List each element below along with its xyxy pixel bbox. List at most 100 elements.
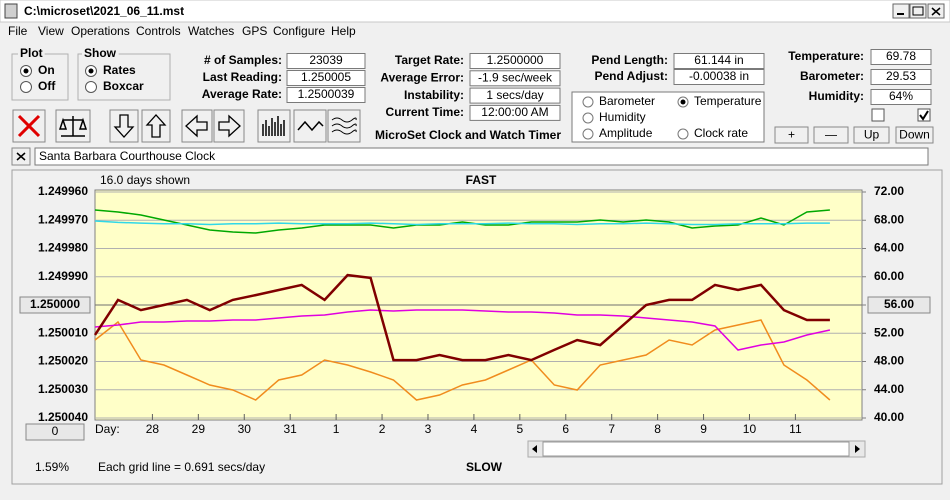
field-value: 1.2500039 <box>298 87 355 101</box>
button-label: — <box>825 128 837 142</box>
x-axis-label: Day: <box>95 422 120 436</box>
field-value: 64% <box>889 89 913 103</box>
scroll-thumb[interactable] <box>542 441 850 457</box>
y-tick-label: 1.249980 <box>38 241 88 255</box>
clock-name-field[interactable] <box>34 147 929 166</box>
group-title-bg <box>82 46 119 61</box>
x-tick-label: 11 <box>789 422 802 436</box>
button-label: + <box>788 128 795 142</box>
radio[interactable] <box>20 81 32 93</box>
field-value: 23039 <box>309 53 343 67</box>
field-box <box>870 89 932 105</box>
field-label: Pend Adjust: <box>594 69 668 83</box>
radio[interactable] <box>85 81 97 93</box>
zero-button-label: 0 <box>52 424 59 438</box>
x-tick-label: 2 <box>379 422 386 436</box>
radio-selected-dot <box>680 99 686 105</box>
field-box <box>673 53 765 69</box>
x-tick-label: 5 <box>516 422 523 436</box>
y2-tick-label: 56.00 <box>884 297 914 311</box>
days-shown: 16.0 days shown <box>100 173 190 187</box>
field-value: -1.9 sec/week <box>478 70 553 84</box>
menu-item[interactable]: Watches <box>188 24 234 38</box>
field-value: 69.78 <box>886 49 916 63</box>
grid-note: Each grid line = 0.691 secs/day <box>98 460 265 474</box>
y-tick-label: 1.249960 <box>38 184 88 198</box>
group-title: Show <box>84 46 117 60</box>
icon <box>931 7 941 16</box>
fast-label: FAST <box>466 173 497 187</box>
x-tick-label: 7 <box>608 422 615 436</box>
window-controls[interactable] <box>892 3 945 19</box>
group-title: Plot <box>20 46 43 60</box>
series-line <box>94 209 830 234</box>
title-bar <box>0 0 950 23</box>
series-line <box>94 309 831 351</box>
y2-tick-label: 60.00 <box>874 269 904 283</box>
menu-item[interactable]: View <box>38 24 64 38</box>
radio-selected-dot <box>23 68 29 74</box>
button[interactable] <box>774 126 809 144</box>
scrollbar[interactable] <box>527 440 866 458</box>
menu-item[interactable]: File <box>8 24 28 38</box>
toolbar <box>12 109 361 143</box>
radio-label: Rates <box>103 63 136 77</box>
icon <box>331 117 357 135</box>
radio[interactable] <box>582 128 594 140</box>
menu-item[interactable]: Controls <box>136 24 181 38</box>
plot-marks <box>93 191 862 420</box>
group-title-bg <box>18 46 45 61</box>
field-box <box>870 69 932 85</box>
y2-tick-label: 68.00 <box>874 212 904 226</box>
button[interactable] <box>895 126 934 144</box>
radio-label: On <box>38 63 55 77</box>
radio[interactable] <box>677 128 689 140</box>
field-label: Current Time: <box>386 105 464 119</box>
waves-button[interactable] <box>327 109 361 143</box>
button[interactable] <box>813 126 849 144</box>
field-label: Temperature: <box>788 49 864 63</box>
icon <box>262 116 285 136</box>
icon <box>297 120 324 132</box>
field-value: 1 secs/day <box>486 88 543 102</box>
icon <box>218 114 241 138</box>
menu-item[interactable]: Operations <box>71 24 130 38</box>
y2-tick-label: 48.00 <box>874 354 904 368</box>
minimize-button[interactable] <box>892 3 910 19</box>
field-value: 61.144 in <box>694 53 743 67</box>
field-value: 29.53 <box>886 69 916 83</box>
field-label: Average Error: <box>380 70 464 84</box>
menu-item[interactable]: Help <box>331 24 356 38</box>
wave-button[interactable] <box>293 109 327 143</box>
checkbox[interactable] <box>871 108 885 122</box>
field-box <box>286 53 366 69</box>
reference-button[interactable] <box>867 296 931 314</box>
icon <box>58 116 88 137</box>
y2-tick-label: 40.00 <box>874 410 904 424</box>
reference-button[interactable] <box>19 296 91 314</box>
series-line <box>93 273 830 362</box>
menu-item[interactable]: Configure <box>273 24 325 38</box>
x-tick-label: 4 <box>471 422 478 436</box>
maximize-button[interactable] <box>909 3 927 19</box>
x-tick-label: 30 <box>238 422 252 436</box>
legend-label: Clock rate <box>694 126 748 140</box>
clock-name: Santa Barbara Courthouse Clock <box>39 149 216 163</box>
slow-label: SLOW <box>466 460 503 474</box>
field-label: Last Reading: <box>203 70 282 84</box>
legend-label: Barometer <box>599 94 655 108</box>
button[interactable] <box>853 126 890 144</box>
field-box <box>469 87 561 104</box>
icon <box>17 114 41 138</box>
radio[interactable] <box>582 112 594 124</box>
y2-tick-label: 44.00 <box>874 382 904 396</box>
icon <box>145 114 167 138</box>
field-label: Instability: <box>404 88 464 102</box>
zero-button[interactable] <box>25 423 85 441</box>
field-box <box>469 104 561 121</box>
x-tick-label: 29 <box>192 422 206 436</box>
field-value: 1.2500000 <box>487 53 544 67</box>
radio[interactable] <box>582 96 594 108</box>
menu-item[interactable]: GPS <box>242 24 267 38</box>
